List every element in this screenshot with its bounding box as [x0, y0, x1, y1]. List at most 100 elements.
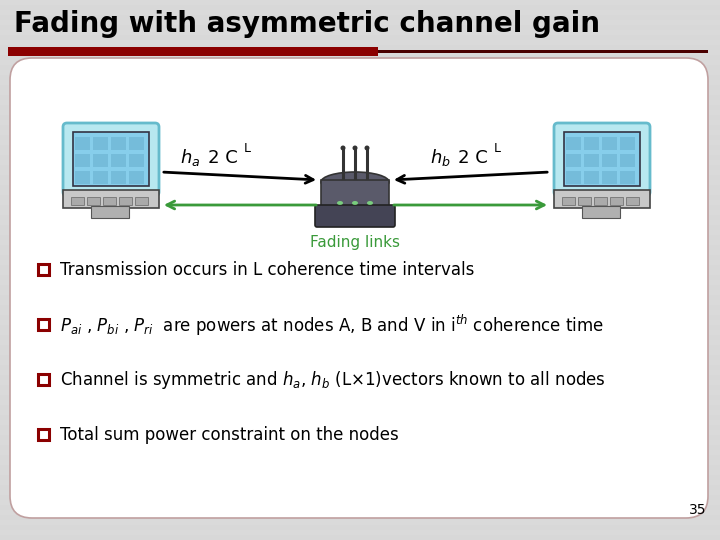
Text: $h_b$: $h_b$ — [430, 147, 451, 168]
Bar — [0, 495, 720, 500]
FancyBboxPatch shape — [63, 123, 159, 196]
Text: Channel is symmetric and $h_a$, $h_b$ (L$\times$1)vectors known to all nodes: Channel is symmetric and $h_a$, $h_b$ (L… — [60, 369, 606, 391]
Bar — [0, 265, 720, 270]
Text: 35: 35 — [688, 503, 706, 517]
Bar — [111, 137, 126, 150]
Bar — [0, 70, 720, 75]
Bar — [0, 135, 720, 140]
Text: $h_a$: $h_a$ — [180, 147, 200, 168]
Bar — [0, 300, 720, 305]
Bar — [584, 171, 599, 184]
Bar — [0, 515, 720, 520]
Bar — [0, 405, 720, 410]
Bar — [0, 5, 720, 10]
Bar — [0, 185, 720, 190]
Bar — [0, 340, 720, 345]
Bar — [0, 260, 720, 265]
Bar — [0, 325, 720, 330]
Bar — [0, 335, 720, 340]
Bar — [0, 65, 720, 70]
Bar — [0, 225, 720, 230]
Bar — [0, 490, 720, 495]
Bar — [0, 530, 720, 535]
Text: Fading with asymmetric channel gain: Fading with asymmetric channel gain — [14, 10, 600, 38]
Bar — [0, 290, 720, 295]
Bar — [75, 137, 90, 150]
Bar — [129, 171, 144, 184]
Bar — [0, 400, 720, 405]
Bar — [0, 150, 720, 155]
Bar — [0, 130, 720, 135]
Bar — [0, 245, 720, 250]
Bar — [0, 155, 720, 160]
Bar — [0, 280, 720, 285]
FancyBboxPatch shape — [554, 123, 650, 196]
Bar — [0, 475, 720, 480]
Bar — [0, 500, 720, 505]
Bar — [0, 80, 720, 85]
Bar — [0, 365, 720, 370]
Bar — [91, 206, 129, 218]
Bar — [93, 154, 108, 167]
Bar — [0, 320, 720, 325]
Bar — [0, 95, 720, 100]
Ellipse shape — [364, 145, 369, 151]
Bar — [0, 35, 720, 40]
Ellipse shape — [341, 145, 346, 151]
Bar — [0, 285, 720, 290]
Bar — [0, 205, 720, 210]
Bar — [0, 375, 720, 380]
Bar — [73, 132, 149, 186]
Bar — [0, 535, 720, 540]
Bar — [0, 480, 720, 485]
Bar — [0, 370, 720, 375]
Bar — [111, 171, 126, 184]
Bar — [0, 310, 720, 315]
Bar — [129, 137, 144, 150]
Text: L: L — [494, 143, 501, 156]
Bar — [602, 137, 617, 150]
Text: 2 C: 2 C — [458, 149, 487, 167]
Bar — [0, 390, 720, 395]
Bar — [0, 350, 720, 355]
Bar — [0, 305, 720, 310]
Bar — [554, 190, 650, 208]
Bar — [0, 430, 720, 435]
FancyBboxPatch shape — [315, 205, 395, 227]
Text: L: L — [244, 143, 251, 156]
Bar — [93, 137, 108, 150]
Bar — [0, 20, 720, 25]
Bar — [0, 110, 720, 115]
Bar — [584, 154, 599, 167]
Bar — [566, 154, 581, 167]
Bar — [626, 197, 639, 205]
Bar — [0, 395, 720, 400]
Bar — [0, 270, 720, 275]
Ellipse shape — [352, 201, 358, 205]
Bar — [0, 330, 720, 335]
Bar — [0, 215, 720, 220]
Bar — [0, 485, 720, 490]
Bar — [584, 137, 599, 150]
Bar — [0, 470, 720, 475]
Bar — [0, 510, 720, 515]
Bar — [378, 50, 708, 53]
Bar — [0, 455, 720, 460]
Bar — [0, 25, 720, 30]
Bar — [321, 180, 389, 212]
Bar — [0, 315, 720, 320]
Bar — [0, 255, 720, 260]
Bar — [0, 465, 720, 470]
Ellipse shape — [353, 145, 358, 151]
Bar — [0, 230, 720, 235]
Bar — [566, 171, 581, 184]
Bar — [620, 137, 635, 150]
Bar — [0, 100, 720, 105]
Bar — [0, 275, 720, 280]
Bar — [0, 520, 720, 525]
Bar — [0, 180, 720, 185]
Text: Fading links: Fading links — [310, 234, 400, 249]
Bar — [564, 132, 640, 186]
Bar — [620, 154, 635, 167]
Bar — [0, 295, 720, 300]
